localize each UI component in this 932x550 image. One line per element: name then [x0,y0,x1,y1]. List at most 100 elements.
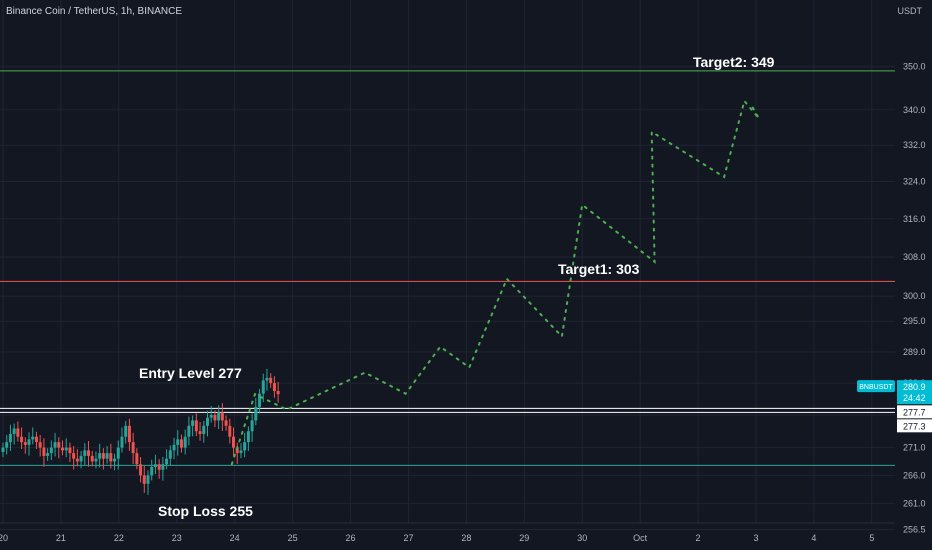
candle-body [142,475,146,484]
candle-body [246,431,250,443]
last-price-label: 280.9 [903,382,926,392]
candle-body [161,464,165,470]
y-tick-label: 256.5 [903,525,926,535]
level-badge-b-label: 277.3 [903,421,926,431]
candle-body [87,450,91,456]
candle-body [60,447,64,451]
candle-body [113,458,117,462]
candle-body [250,420,254,432]
candle-body [38,442,42,448]
x-tick-label: 20 [0,533,8,543]
candle-body [42,447,46,456]
candle-body [64,447,68,451]
candle-body [194,420,198,432]
candle-body [139,464,143,476]
x-tick-label: 24 [230,533,240,543]
x-tick-label: 23 [172,533,182,543]
candle-body [258,393,262,407]
candle-body [150,466,154,476]
x-tick-label: 4 [811,533,816,543]
candle-body [235,447,239,454]
candle-body [5,442,9,448]
candle-body [20,436,24,443]
last-price-badge [897,380,932,405]
candle-body [220,412,224,421]
target1-annotation: Target1: 303 [558,261,640,277]
stop-loss-annotation: Stop Loss 255 [158,503,253,519]
candle-body [105,453,109,459]
y-tick-label: 289.0 [903,347,926,357]
candle-body [232,436,236,448]
candle-body [205,417,209,426]
y-tick-label: 271.0 [903,443,926,453]
x-tick-label: 26 [346,533,356,543]
x-tick-label: Oct [633,533,648,543]
candle-body [187,425,191,437]
x-tick-label: 28 [461,533,471,543]
candle-body [72,453,76,459]
candle-body [276,391,280,395]
candle-body [23,442,27,445]
target2-annotation: Target2: 349 [693,54,775,70]
candle-body [98,453,102,459]
candle-body [239,450,243,454]
y-tick-label: 295.0 [903,316,926,326]
candle-body [127,425,131,443]
candle-body [57,442,61,448]
candle-body [90,455,94,462]
candle-body [75,458,79,462]
candle-body [83,450,87,456]
candle-body [79,455,83,462]
candle-body [16,428,20,437]
candle-body [146,475,150,484]
candle-body [153,464,157,467]
y-tick-label: 300.0 [903,291,926,301]
x-tick-label: 25 [288,533,298,543]
x-tick-label: 21 [56,533,66,543]
candle-body [191,420,195,426]
candle-body [46,453,50,456]
candle-body [183,436,187,448]
candle-body [179,439,183,448]
candle-body [68,447,72,454]
entry-annotation: Entry Level 277 [139,365,242,381]
candle-body [202,425,206,434]
candle-body [228,425,232,437]
x-tick-label: 29 [519,533,529,543]
y-tick-label: 266.0 [903,470,926,480]
projection-path [230,98,760,466]
x-tick-label: 3 [753,533,758,543]
candle-body [1,447,5,453]
symbol-badge [857,380,895,393]
candle-body [261,380,265,394]
level-badge-a-label: 277.7 [903,407,926,417]
candle-body [272,383,276,392]
y-tick-label: 340.0 [903,105,926,115]
x-tick-label: 22 [114,533,124,543]
candle-body [157,464,161,470]
candle-body [124,425,128,437]
y-tick-label: 261.0 [903,499,926,509]
candle-body [224,420,228,426]
candle-body [120,436,124,448]
candle-body [101,453,105,459]
candle-body [217,412,221,421]
candle-body [243,442,247,451]
candle-body [12,428,16,434]
x-tick-label: 5 [869,533,874,543]
candle-body [165,458,169,465]
candle-body [31,436,35,440]
y-tick-label: 316.0 [903,214,926,224]
candle-body [254,406,258,421]
candle-body [131,442,135,454]
candle-body [176,439,180,445]
candle-body [94,458,98,462]
candle-body [27,439,31,445]
candle-body [49,447,53,454]
x-tick-label: 30 [577,533,587,543]
candle-body [135,453,139,465]
y-tick-label: 324.0 [903,177,926,187]
candle-body [34,436,38,443]
